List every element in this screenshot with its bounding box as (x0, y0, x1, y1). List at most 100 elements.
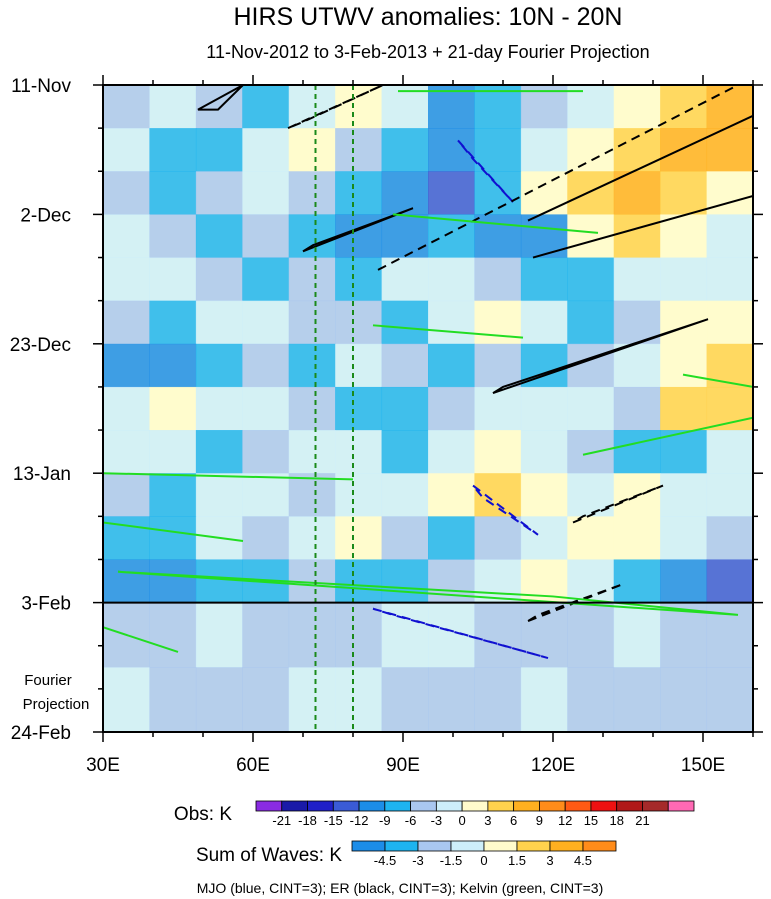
field-cell (242, 667, 290, 732)
field-cell (242, 343, 290, 388)
er-contour (492, 318, 709, 395)
field-cell (474, 602, 522, 668)
field-cell (706, 386, 753, 431)
field-cell (288, 85, 336, 129)
kelvin-contour (392, 213, 599, 234)
field-cell (149, 85, 197, 129)
colorbar-swatch (384, 840, 419, 852)
colorbar-swatch (410, 800, 437, 812)
field-cell (474, 171, 522, 215)
field-cell (613, 214, 661, 259)
colorbar-swatch (307, 800, 334, 812)
field-cell (474, 214, 522, 259)
field-cell (242, 171, 290, 215)
field-cell (613, 667, 661, 732)
field-cell (428, 171, 475, 215)
field-cell (149, 473, 197, 517)
field-cell (567, 386, 615, 431)
field-cell (613, 430, 661, 474)
field-cell (428, 473, 475, 517)
field-cell (567, 128, 615, 172)
field-cell (613, 128, 661, 172)
field-cell (381, 85, 429, 129)
x-tick-label: 120E (531, 755, 575, 776)
colorbar-swatch (483, 840, 518, 852)
colorbar-swatch (590, 800, 618, 812)
field-cell (474, 343, 522, 388)
colorbar-tick-label: 21 (635, 813, 649, 828)
field-cell (428, 667, 475, 732)
field-cell (149, 559, 197, 604)
field-cell (613, 602, 661, 668)
field-cell (335, 473, 383, 517)
field-cell (335, 85, 383, 129)
field-cell (381, 559, 429, 604)
field-cell (660, 257, 708, 302)
field-cell (288, 171, 336, 215)
field-cell (520, 430, 568, 474)
colorbar-swatch (616, 800, 643, 812)
field-cell (335, 559, 383, 604)
field-cell (195, 559, 243, 604)
colorbar-tick-label: 12 (558, 813, 572, 828)
field-cell (335, 343, 383, 388)
colorbar-tick-label: -3 (412, 853, 424, 868)
field-cell (520, 257, 568, 302)
mjo-contour (372, 607, 549, 660)
field-cell (335, 667, 383, 732)
field-cell (288, 516, 336, 560)
field-cell (195, 343, 243, 388)
field-cell (567, 667, 615, 732)
field-cell (288, 214, 336, 259)
er-contour (287, 85, 384, 130)
field-cell (103, 85, 150, 129)
field-cell (149, 386, 197, 431)
field-cell (660, 171, 708, 215)
field-cell (660, 430, 708, 474)
field-cell (474, 473, 522, 517)
field-cell (660, 128, 708, 172)
field-cell (520, 386, 568, 431)
x-axis-labels: 30E 60E 90E 120E 150E (86, 755, 725, 776)
colorbar-tick-label: 4.5 (574, 853, 592, 868)
field-cell (660, 214, 708, 259)
er-contour (197, 85, 244, 111)
kelvin-contour (372, 324, 524, 339)
field-cell (335, 300, 383, 345)
field-cell (195, 386, 243, 431)
colorbar-tick-label: 0 (459, 813, 466, 828)
field-cell (474, 516, 522, 560)
y-tick-label: 2-Dec (20, 205, 71, 226)
field-cell (660, 667, 708, 732)
wave-legend-text: MJO (blue, CINT=3); ER (black, CINT=3); … (197, 880, 604, 896)
x-tick-label: 30E (86, 755, 120, 776)
field-cell (288, 602, 336, 668)
field-cell (660, 386, 708, 431)
field-cell (428, 128, 475, 172)
plot-area (102, 84, 754, 733)
obs-colorbar-label: Obs: K (174, 804, 232, 825)
field-cell (706, 516, 753, 560)
colorbar-swatch (281, 800, 308, 812)
field-cell (381, 257, 429, 302)
colorbar-swatch (435, 800, 463, 812)
field-cell (149, 343, 197, 388)
field-cell (335, 516, 383, 560)
kelvin-contour (103, 472, 354, 481)
field-cell (520, 667, 568, 732)
colorbar-swatch (351, 840, 386, 852)
field-cell (520, 516, 568, 560)
field-cell (706, 559, 753, 604)
field-cell (103, 667, 150, 732)
field-cell (149, 602, 197, 668)
field-cell (103, 430, 150, 474)
field-cell (195, 300, 243, 345)
field-cell (613, 257, 661, 302)
field-cell (242, 602, 290, 668)
field-cell (706, 473, 753, 517)
field-cell (335, 386, 383, 431)
field-cell (520, 473, 568, 517)
colorbar-swatch (417, 840, 452, 852)
field-cell (660, 602, 708, 668)
